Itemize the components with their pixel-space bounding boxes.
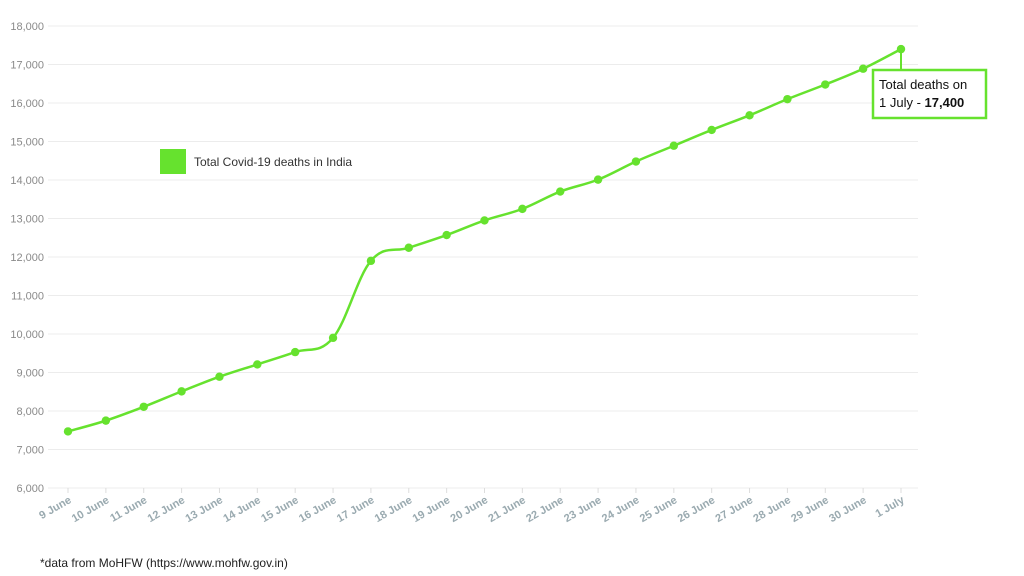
- x-tick-label: 28 June: [751, 494, 792, 525]
- x-tick-label: 18 June: [373, 494, 414, 525]
- x-tick-label: 25 June: [638, 494, 679, 525]
- data-point: [366, 256, 376, 266]
- series-line: [67, 47, 902, 433]
- data-point: [518, 204, 527, 214]
- y-tick-label: 16,000: [10, 98, 44, 110]
- x-tick-label: 16 June: [297, 494, 338, 525]
- x-tick-label: 14 June: [221, 494, 262, 525]
- data-point: [253, 360, 262, 369]
- callout-value: 17,400: [925, 95, 965, 110]
- y-tick-label: 12,000: [10, 252, 44, 264]
- callout-line2: 1 July - 17,400: [879, 95, 964, 110]
- y-tick-label: 10,000: [10, 329, 44, 341]
- data-point: [442, 230, 451, 240]
- source-footnote: *data from MoHFW (https://www.mohfw.gov.…: [40, 556, 288, 570]
- data-series: [63, 44, 906, 436]
- data-point: [177, 387, 186, 396]
- x-tick-label: 21 June: [486, 494, 527, 525]
- data-point: [858, 64, 868, 73]
- x-tick-label: 20 June: [449, 494, 490, 525]
- callout: Total deaths on 1 July - 17,400: [871, 50, 988, 120]
- data-point: [215, 372, 224, 381]
- x-tick-label: 13 June: [183, 494, 224, 525]
- y-axis: 6,000 7,000 8,000 9,000 10,000 11,000 12,000 13…: [10, 21, 44, 495]
- x-tick-label: 15 June: [259, 494, 300, 525]
- x-tick-label: 27 June: [714, 494, 755, 525]
- callout-line1: Total deaths on: [879, 77, 967, 92]
- x-tick-label: 19 June: [411, 494, 452, 525]
- y-tick-label: 14,000: [10, 175, 44, 187]
- x-tick-label: 9 June: [37, 494, 73, 522]
- callout-date: 1 July -: [879, 95, 925, 110]
- y-tick-label: 9,000: [16, 368, 44, 380]
- data-point: [669, 141, 679, 150]
- y-tick-label: 17,000: [10, 60, 44, 72]
- data-point: [290, 347, 300, 357]
- legend-swatch: [160, 149, 186, 174]
- data-point: [593, 175, 603, 184]
- x-tick-label: 12 June: [146, 494, 187, 525]
- x-tick-label: 30 June: [827, 494, 868, 525]
- y-tick-label: 6,000: [16, 483, 44, 495]
- data-point: [556, 187, 565, 196]
- y-tick-label: 8,000: [16, 406, 44, 418]
- data-point: [328, 333, 338, 343]
- data-point: [139, 402, 148, 411]
- x-tick-label: 17 June: [335, 494, 376, 525]
- x-tick-label: 26 June: [676, 494, 717, 525]
- legend-label: Total Covid-19 deaths in India: [194, 155, 352, 169]
- y-tick-label: 13,000: [10, 214, 44, 226]
- y-tick-label: 15,000: [10, 137, 44, 149]
- data-point: [745, 111, 754, 120]
- data-point: [404, 243, 413, 252]
- y-tick-label: 18,000: [10, 21, 44, 33]
- x-tick-label: 24 June: [600, 494, 641, 525]
- callout-box: [871, 68, 988, 120]
- y-tick-label: 7,000: [16, 445, 44, 457]
- data-point: [480, 216, 489, 225]
- data-point: [101, 416, 111, 425]
- x-tick-label: 23 June: [562, 494, 603, 525]
- x-tick-label: 29 June: [789, 494, 830, 525]
- gridlines: [48, 25, 918, 489]
- y-tick-label: 11,000: [11, 291, 44, 303]
- data-point: [63, 427, 73, 436]
- x-tick-label: 1 July: [873, 494, 907, 520]
- data-point: [896, 44, 906, 54]
- data-point: [783, 94, 792, 104]
- x-tick-label: 10 June: [70, 494, 111, 525]
- x-tick-label: 22 June: [524, 494, 565, 525]
- data-point: [821, 80, 830, 89]
- legend: Total Covid-19 deaths in India: [160, 149, 352, 174]
- x-tick-label: 11 June: [108, 494, 149, 525]
- data-point: [707, 125, 716, 135]
- data-point: [631, 157, 641, 166]
